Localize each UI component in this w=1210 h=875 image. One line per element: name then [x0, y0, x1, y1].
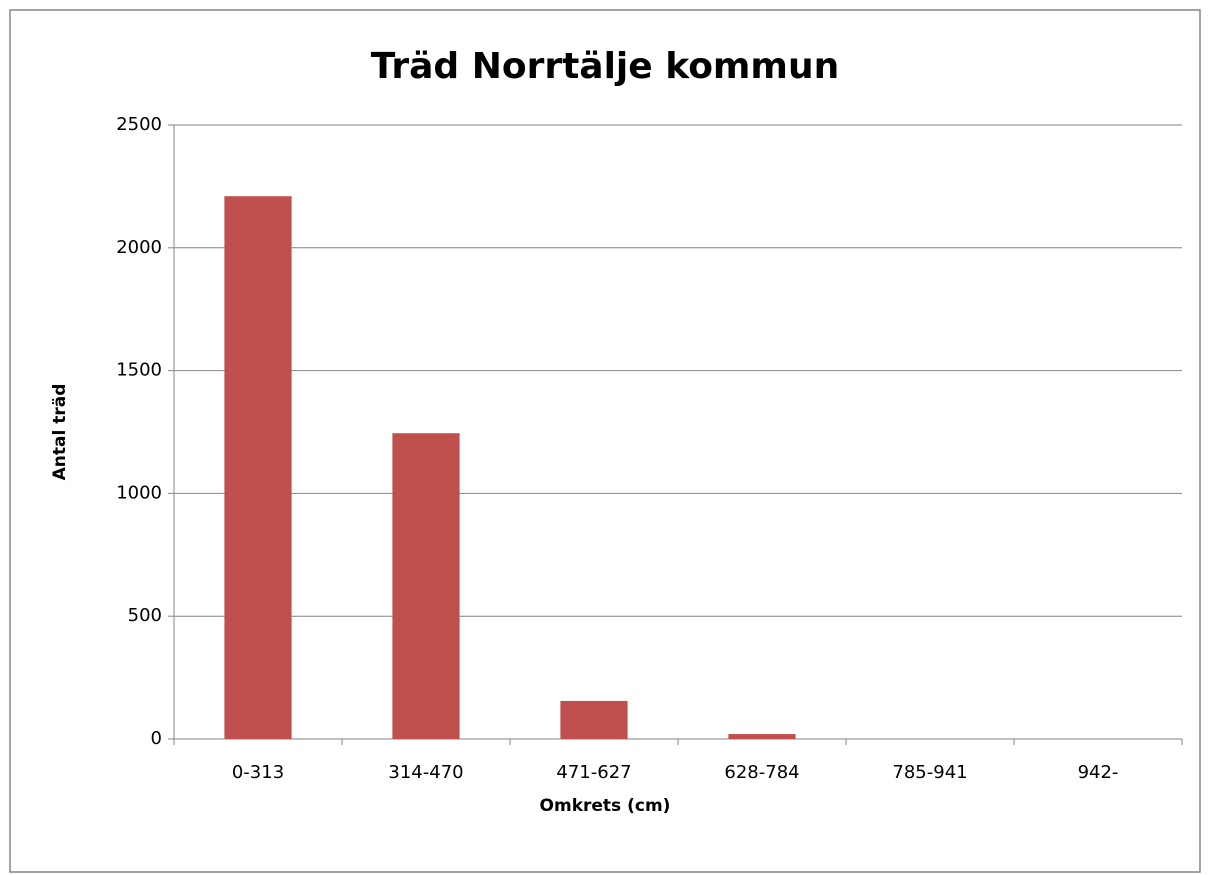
x-tick-label: 628-784 — [724, 762, 799, 783]
y-tick-label: 1500 — [116, 360, 162, 381]
x-tick-label: 0-313 — [232, 762, 284, 783]
y-tick-label: 1000 — [116, 482, 162, 503]
y-tick-label: 500 — [128, 605, 162, 626]
chart-border — [9, 9, 1201, 873]
x-axis-title: Omkrets (cm) — [540, 796, 671, 816]
x-tick-label: 942- — [1078, 762, 1119, 783]
x-tick-label: 314-470 — [388, 762, 463, 783]
bar — [560, 700, 628, 739]
bar — [728, 734, 796, 739]
y-tick-label: 2000 — [116, 237, 162, 258]
y-axis-title: Antal träd — [50, 384, 70, 481]
y-tick-label: 2500 — [116, 114, 162, 135]
x-tick-label: 785-941 — [892, 762, 967, 783]
chart-title: Träd Norrtälje kommun — [371, 46, 839, 87]
x-tick-label: 471-627 — [556, 762, 631, 783]
bar — [392, 433, 460, 739]
bar — [224, 196, 292, 739]
y-tick-label: 0 — [151, 728, 162, 749]
